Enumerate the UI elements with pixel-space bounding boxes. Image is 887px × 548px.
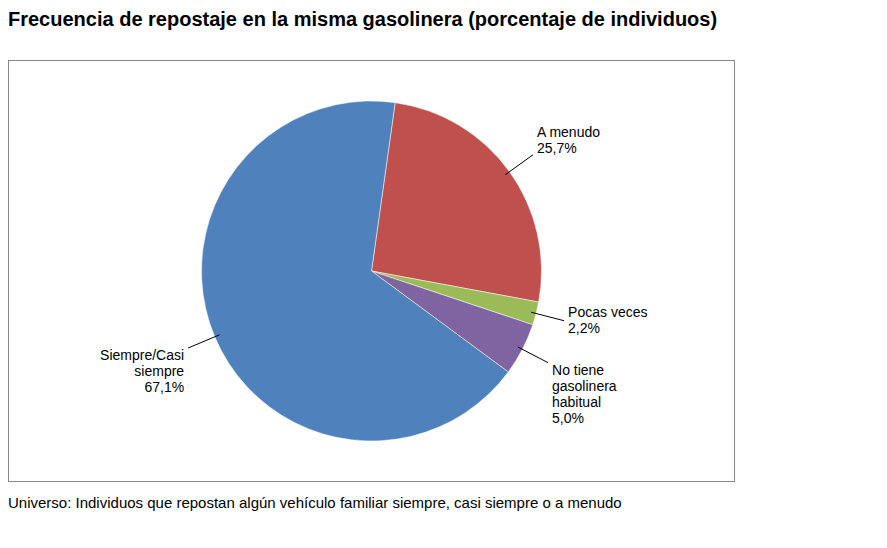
- svg-text:Pocas veces2,2%: Pocas veces2,2%: [568, 304, 647, 336]
- html-text:Universo: Individuos que repos: Universo: Individuos que repostan algún …: [8, 494, 622, 511]
- svg-text:No tienegasolinerahabitual5,0%: No tienegasolinerahabitual5,0%: [552, 362, 617, 426]
- html-text:Frecuencia de repostaje en la: Frecuencia de repostaje en la misma gaso…: [8, 8, 718, 30]
- svg-text:A menudo25,7%: A menudo25,7%: [537, 124, 600, 156]
- svg-text:Siempre/Casisiempre67,1%: Siempre/Casisiempre67,1%: [100, 347, 184, 395]
